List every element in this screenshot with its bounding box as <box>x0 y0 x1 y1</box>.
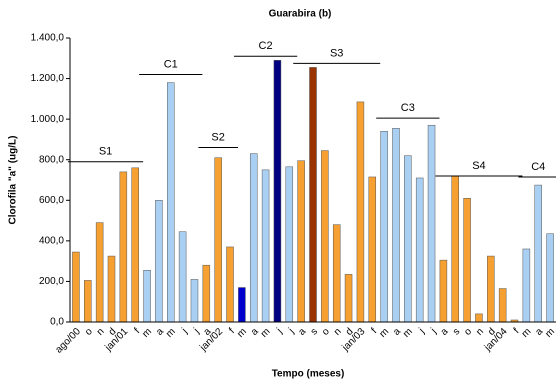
bar <box>427 124 436 323</box>
y-tick-label: 1.400,0 <box>31 33 65 44</box>
x-tick-label: s <box>451 326 462 337</box>
bar <box>344 274 353 323</box>
x-tick-label: ago/00 <box>54 326 84 356</box>
bar <box>107 255 116 323</box>
x-tick-label: d <box>486 326 498 338</box>
x-tick-label: d <box>107 326 119 338</box>
x-tick-label: m <box>520 326 534 340</box>
bar <box>155 200 163 323</box>
x-tick-label: s <box>309 326 320 337</box>
x-tick-label: d <box>344 326 356 338</box>
y-tick-label: 600,0 <box>39 195 64 206</box>
segment-label: S4 <box>472 160 485 172</box>
segment-label: S3 <box>330 47 343 59</box>
x-tick-label: n <box>95 326 107 338</box>
bar <box>143 270 151 323</box>
x-tick-label: m <box>164 326 178 340</box>
bar <box>72 251 80 323</box>
bar <box>332 224 341 323</box>
bar <box>249 153 258 323</box>
bar <box>487 255 495 323</box>
x-tick-label: n <box>332 326 344 338</box>
chart-title: Guarabira (b) <box>269 9 332 20</box>
x-tick-label: a <box>439 326 451 338</box>
x-tick-label: j <box>180 326 190 336</box>
x-axis-label: Tempo (meses) <box>272 369 345 380</box>
y-tick-label: 200,0 <box>39 276 64 287</box>
x-tick-label: a <box>296 326 308 338</box>
bar <box>368 176 377 323</box>
bar <box>226 246 234 323</box>
y-tick-label: 800,0 <box>39 154 64 165</box>
bar <box>297 160 305 323</box>
x-tick-label: j <box>274 326 284 336</box>
bar <box>463 198 471 323</box>
y-tick-label: 400,0 <box>39 235 64 246</box>
bar <box>522 248 531 323</box>
x-tick-label: m <box>140 326 154 340</box>
x-tick-label: o <box>320 326 332 338</box>
bar <box>439 259 448 323</box>
x-tick-label: j <box>191 326 201 336</box>
x-tick-label: j <box>417 326 427 336</box>
bar <box>167 82 175 323</box>
bar <box>84 280 92 323</box>
x-tick-label: n <box>474 326 486 338</box>
x-tick-label: m <box>377 326 391 340</box>
bar <box>534 184 542 323</box>
bar <box>202 264 211 323</box>
bar <box>261 169 270 323</box>
bar <box>546 233 554 323</box>
segment-label: C2 <box>259 40 273 52</box>
segment-label: C1 <box>164 58 178 70</box>
y-tick-label: 1.200,0 <box>31 73 65 84</box>
x-tick-label: m <box>235 326 249 340</box>
bar <box>380 131 388 323</box>
bar <box>214 157 222 323</box>
bar <box>190 279 199 323</box>
bar <box>404 155 412 323</box>
bar <box>392 128 400 323</box>
y-tick-label: 1.000,0 <box>31 114 65 125</box>
bar <box>356 101 365 323</box>
bar <box>415 177 424 323</box>
bar <box>119 171 128 323</box>
bar <box>451 175 459 323</box>
bar <box>321 150 329 323</box>
x-tick-label: o <box>83 326 95 338</box>
x-tick-label: m <box>401 326 415 340</box>
x-tick-label: m <box>259 326 273 340</box>
bar <box>285 166 294 323</box>
bar <box>498 288 507 323</box>
segment-label: S2 <box>211 131 224 143</box>
bar <box>178 231 187 323</box>
bar <box>309 67 317 323</box>
x-tick-label: f <box>512 326 522 336</box>
bar <box>238 287 246 323</box>
y-tick-label: 0,0 <box>50 317 64 328</box>
x-tick-label: j <box>286 326 296 336</box>
segment-label: S1 <box>99 146 112 158</box>
bar <box>475 313 483 323</box>
x-tick-label: j <box>428 326 438 336</box>
bar <box>131 167 139 323</box>
y-axis-label: Clorofila "a" (ug/L) <box>8 136 19 225</box>
x-tick-label: f <box>227 326 237 336</box>
x-tick-label: f <box>370 326 380 336</box>
x-tick-label: m <box>543 326 556 340</box>
bar <box>273 60 282 323</box>
x-tick-label: f <box>132 326 142 336</box>
segment-label: C3 <box>401 102 415 114</box>
bar <box>95 222 104 323</box>
x-tick-label: o <box>462 326 474 338</box>
segment-label: C4 <box>531 161 545 173</box>
